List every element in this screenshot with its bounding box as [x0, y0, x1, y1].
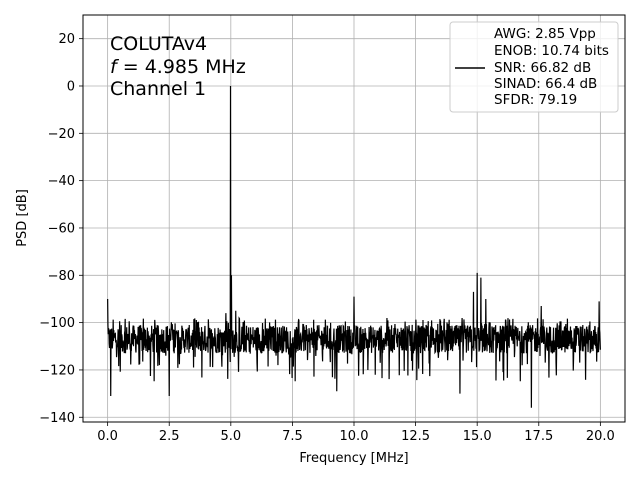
x-axis: 0.0 2.5 5.0 7.5 10.0 12.5 15.0 17.5 20.0: [97, 422, 615, 444]
x-tick-label: 2.5: [159, 429, 180, 444]
chart-annotation: COLUTAv4 f = 4.985 MHz Channel 1: [110, 33, 246, 100]
x-tick-label: 0.0: [97, 429, 118, 444]
y-tick-label: −100: [39, 316, 75, 331]
annotation-line-2: f = 4.985 MHz: [110, 56, 246, 78]
x-tick-label: 17.5: [524, 429, 553, 444]
y-tick-label: −80: [48, 269, 75, 284]
grid: [83, 15, 625, 422]
annotation-line-3: Channel 1: [110, 78, 206, 100]
x-tick-label: 15.0: [463, 429, 492, 444]
y-tick-label: −120: [39, 363, 75, 378]
x-tick-label: 20.0: [586, 429, 615, 444]
y-axis: 20 0 −20 −40 −60 −80 −100 −120 −140: [39, 32, 83, 426]
y-tick-label: 0: [67, 79, 75, 94]
y-tick-label: −60: [48, 221, 75, 236]
psd-series-line: [107, 85, 601, 408]
legend-entry-enob: ENOB: 10.74 bits: [494, 43, 609, 59]
legend-entry-sinad: SINAD: 66.4 dB: [494, 76, 597, 92]
y-tick-label: −20: [48, 127, 75, 142]
legend-box: [449, 21, 619, 113]
y-tick-label: −40: [48, 174, 75, 189]
y-tick-label: −140: [39, 411, 75, 426]
x-tick-label: 7.5: [282, 429, 303, 444]
legend-entry-awg: AWG: 2.85 Vpp: [494, 26, 596, 42]
y-axis-label: PSD [dB]: [15, 189, 30, 247]
legend: AWG: 2.85 Vpp ENOB: 10.74 bits SNR: 66.8…: [449, 21, 619, 113]
x-axis-label: Frequency [MHz]: [299, 451, 408, 466]
x-tick-label: 12.5: [401, 429, 430, 444]
x-tick-label: 10.0: [340, 429, 369, 444]
annotation-line-1: COLUTAv4: [110, 33, 207, 55]
y-tick-label: 20: [58, 32, 75, 47]
x-tick-label: 5.0: [220, 429, 241, 444]
legend-entry-sfdr: SFDR: 79.19: [494, 92, 577, 108]
legend-entry-snr: SNR: 66.82 dB: [494, 60, 591, 76]
